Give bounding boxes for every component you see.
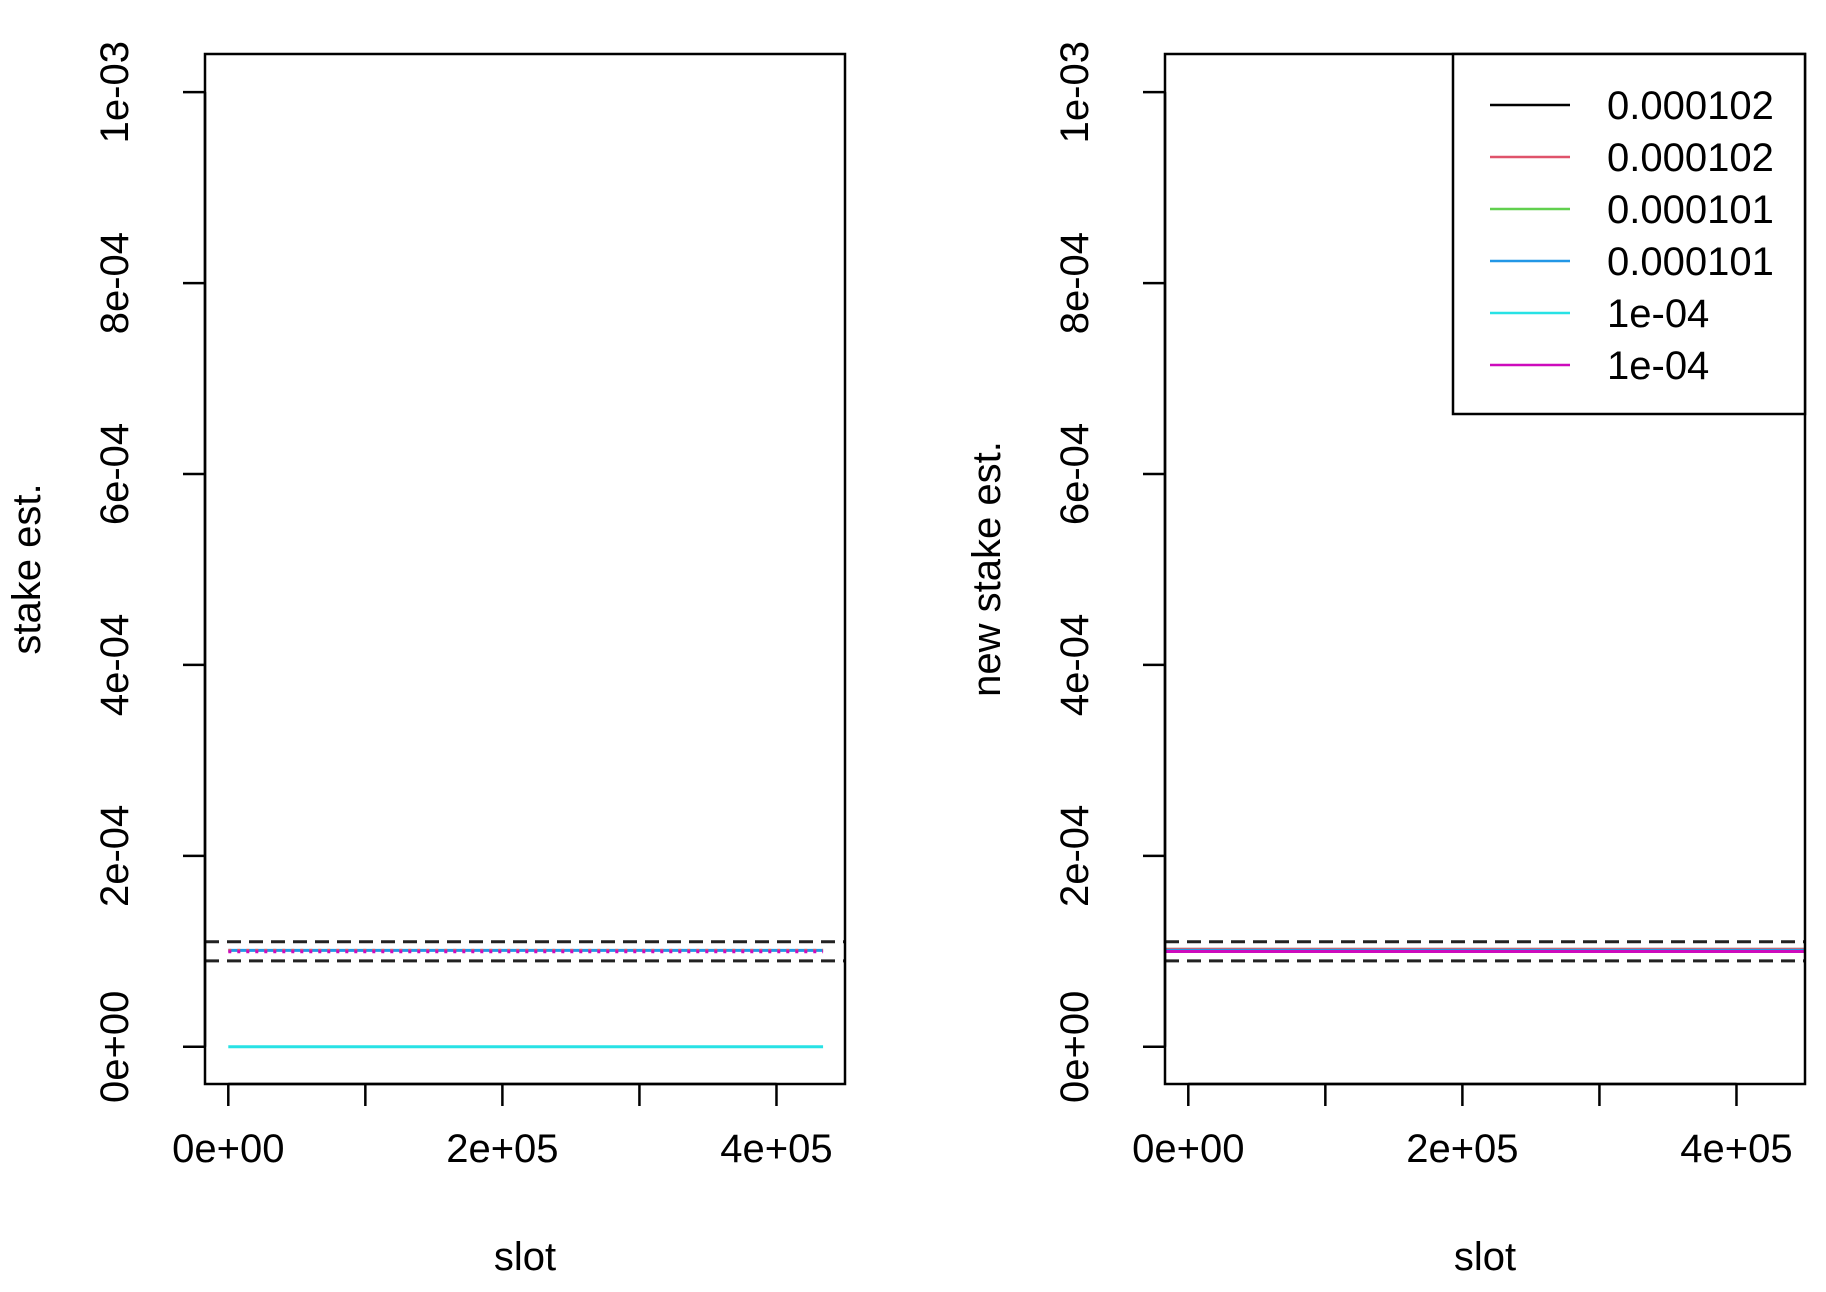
- y-tick-label: 8e-04: [1053, 232, 1097, 334]
- y-tick-label: 1e-03: [93, 41, 137, 143]
- new-stake-estimate-panel: 0e+00 2e+05 4e+05 0e+00 2e-04 4e-04 6e-04 8e-04…: [965, 41, 1807, 1279]
- y-tick-label: 6e-04: [1053, 423, 1097, 525]
- legend-label: 0.000101: [1607, 240, 1774, 284]
- x-tick-label: 0e+00: [1132, 1127, 1244, 1171]
- x-tick-label: 4e+05: [720, 1127, 832, 1171]
- x-axis-title: slot: [494, 1235, 556, 1279]
- y-axis-title: stake est.: [5, 483, 49, 654]
- legend-label: 1e-04: [1607, 292, 1709, 336]
- y-axis-title: new stake est.: [965, 441, 1009, 697]
- x-tick-label: 2e+05: [446, 1127, 558, 1171]
- plot-frame: [203, 52, 847, 1086]
- x-tick-label: 0e+00: [172, 1127, 284, 1171]
- legend-label: 0.000102: [1607, 136, 1774, 180]
- legend-label: 0.000102: [1607, 84, 1774, 128]
- x-tick-label: 2e+05: [1406, 1127, 1518, 1171]
- x-tick-label: 4e+05: [1680, 1127, 1792, 1171]
- y-tick-label: 4e-04: [1053, 614, 1097, 716]
- y-tick-label: 0e+00: [1053, 991, 1097, 1103]
- y-tick-label: 0e+00: [93, 991, 137, 1103]
- legend: 0.000102 0.000102 0.000101 0.000101 1e-04 1e-…: [1451, 52, 1807, 416]
- legend-label: 0.000101: [1607, 188, 1774, 232]
- y-tick-label: 1e-03: [1053, 41, 1097, 143]
- legend-box: [1451, 52, 1807, 416]
- y-tick-label: 6e-04: [93, 423, 137, 525]
- x-axis-title: slot: [1454, 1235, 1516, 1279]
- y-tick-label: 4e-04: [93, 614, 137, 716]
- stake-estimate-panel: 0e+00 2e+05 4e+05 0e+00 2e-04 4e-04 6e-04 8e-04…: [5, 41, 847, 1279]
- y-tick-label: 2e-04: [1053, 805, 1097, 907]
- legend-label: 1e-04: [1607, 344, 1709, 388]
- y-tick-label: 8e-04: [93, 232, 137, 334]
- y-tick-label: 2e-04: [93, 805, 137, 907]
